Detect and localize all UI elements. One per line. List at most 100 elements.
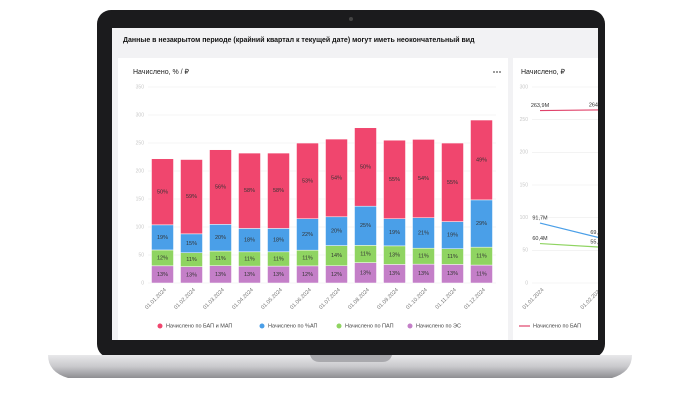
value-label: 54% — [418, 176, 429, 182]
legend-marker — [336, 323, 342, 329]
value-label: 13% — [273, 272, 284, 278]
bar-segment — [209, 149, 232, 225]
menu-icon[interactable] — [493, 71, 495, 73]
bar-segment — [412, 139, 435, 218]
value-label: 13% — [244, 272, 255, 278]
legend-label: Начислено по ПАП — [345, 323, 394, 329]
value-label: 19% — [447, 233, 458, 239]
value-label: 12% — [302, 272, 313, 278]
menu-icon[interactable] — [499, 71, 501, 73]
value-label: 18% — [273, 238, 284, 244]
y-tick-label: 300 — [520, 84, 529, 90]
bar-segment — [267, 152, 290, 229]
value-label: 59% — [186, 194, 197, 200]
value-label: 49% — [476, 157, 487, 163]
legend-marker — [407, 323, 413, 329]
line-series — [539, 242, 598, 248]
bar-segment — [354, 127, 377, 207]
y-tick-label: 250 — [520, 117, 529, 123]
value-label: 13% — [360, 270, 371, 276]
value-label: 29% — [476, 221, 487, 227]
value-label: 58% — [244, 188, 255, 194]
y-tick-label: 100 — [136, 224, 145, 230]
value-label: 55% — [447, 180, 458, 186]
bar-segment — [238, 152, 261, 229]
chart-line: Начислено, ₽05010015020025030001.01.2024… — [519, 68, 608, 329]
bar-segment — [441, 142, 464, 222]
value-label: 11% — [360, 251, 371, 257]
value-label: 11% — [215, 256, 226, 262]
value-label: 56% — [215, 184, 226, 190]
bar-segment — [151, 158, 174, 226]
value-label: 50% — [157, 189, 168, 195]
y-tick-label: 100 — [520, 215, 529, 221]
value-label: 13% — [157, 272, 168, 278]
value-label: 55% — [389, 177, 400, 183]
value-label: 13% — [186, 272, 197, 278]
value-label: 15% — [186, 241, 197, 247]
value-label: 11% — [447, 254, 458, 260]
value-label: 20% — [215, 235, 226, 241]
legend-label: Начислено по %АП — [268, 323, 318, 329]
legend-marker — [157, 323, 163, 329]
value-label: 58% — [273, 188, 284, 194]
bar-segment — [470, 119, 493, 201]
value-label: 11% — [273, 256, 284, 262]
value-label: 91,7M — [532, 216, 548, 222]
value-label: 13% — [418, 271, 429, 277]
legend-marker — [259, 323, 265, 329]
screen: Данные в незакрытом периоде (крайний ква… — [112, 28, 608, 340]
value-label: 53% — [302, 178, 313, 184]
chart-stacked-bar: Начислено, % / ₽ 0 50 100 150 200 250 300 350 13%… — [133, 68, 496, 329]
y-tick-label: 0 — [141, 280, 144, 286]
value-label: 13% — [447, 271, 458, 277]
value-label: 69,8M — [590, 230, 606, 236]
camera — [349, 17, 353, 21]
y-tick-label: 0 — [525, 280, 528, 286]
value-label: 11% — [476, 271, 487, 277]
value-label: 22% — [302, 232, 313, 238]
value-label: 55,1M — [590, 239, 606, 245]
base-notch — [310, 355, 392, 362]
y-tick-label: 250 — [136, 140, 145, 146]
value-label: 264,9M — [589, 102, 608, 108]
value-label: 25% — [360, 223, 371, 229]
value-label: 14% — [331, 253, 342, 259]
value-label: 19% — [157, 235, 168, 241]
y-tick-label: 50 — [138, 252, 144, 258]
value-label: 13% — [389, 253, 400, 259]
y-tick-label: 50 — [522, 248, 528, 254]
menu-icon[interactable] — [496, 71, 498, 73]
y-tick-label: 200 — [136, 168, 145, 174]
value-label: 50% — [360, 164, 371, 170]
y-tick-label: 300 — [136, 112, 145, 118]
line-series — [539, 222, 598, 238]
line-series — [539, 109, 598, 112]
legend-label: Начислено по ЭС — [416, 323, 461, 329]
laptop-base — [48, 355, 632, 378]
value-label: 13% — [389, 271, 400, 277]
value-label: 12% — [157, 255, 168, 261]
y-tick-label: 150 — [520, 182, 529, 188]
bar-segment — [180, 159, 203, 235]
value-label: 18% — [244, 238, 255, 244]
value-label: 13% — [215, 272, 226, 278]
chart-title: Начислено, % / ₽ — [133, 68, 190, 76]
value-label: 19% — [389, 230, 400, 236]
value-label: 21% — [418, 230, 429, 236]
legend-label: Начислено по БАП и МАП — [166, 323, 232, 329]
bar-segment — [325, 138, 348, 218]
y-tick-label: 200 — [520, 150, 529, 156]
value-label: 11% — [418, 254, 429, 260]
y-tick-label: 150 — [136, 196, 145, 202]
bar-segment — [296, 142, 319, 219]
value-label: 263,9M — [531, 103, 550, 109]
legend-label: Начислено по БАП — [533, 323, 581, 329]
value-label: 54% — [331, 175, 342, 181]
bar-segment — [383, 139, 406, 219]
value-label: 20% — [331, 229, 342, 235]
value-label: 12% — [331, 272, 342, 278]
value-label: 11% — [244, 256, 255, 262]
